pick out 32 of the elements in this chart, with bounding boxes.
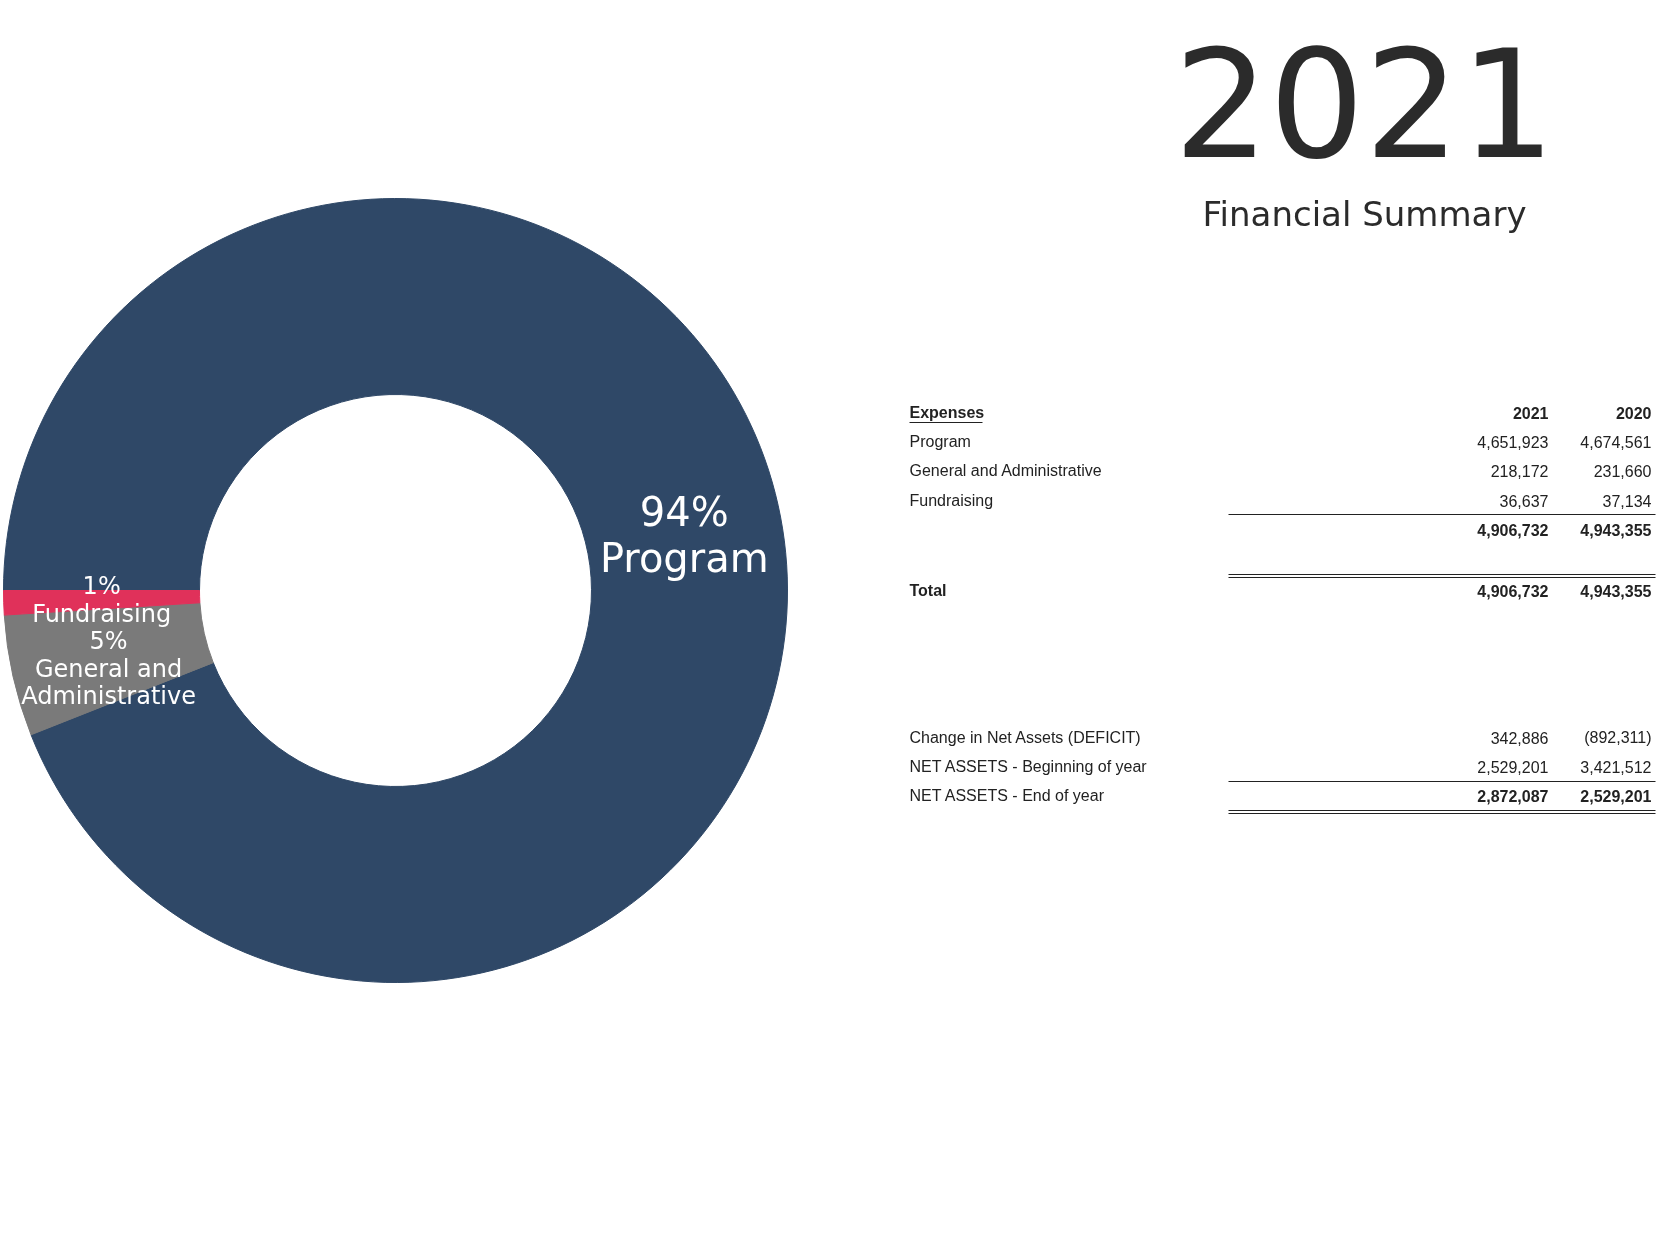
text: 2021 — [1173, 17, 1556, 192]
data-label: 94% — [639, 489, 729, 536]
text: 2,529,201 — [1580, 787, 1652, 805]
text: Fundraising — [909, 492, 994, 509]
text: Total — [909, 582, 947, 599]
slice-label: Fundraising — [32, 599, 172, 628]
text: NET ASSETS - End of year — [909, 787, 1105, 804]
text: 4,906,732 — [1477, 582, 1549, 600]
slice-label: Program — [599, 535, 769, 582]
text: 3,421,512 — [1580, 758, 1652, 776]
text: 4,906,732 — [1477, 521, 1549, 539]
text: 4,674,561 — [1580, 433, 1652, 451]
slice-label: Program — [909, 433, 971, 450]
text: 2,872,087 — [1477, 787, 1549, 805]
text: 4,943,355 — [1580, 582, 1652, 600]
text: 2021 — [1512, 404, 1549, 422]
data-label: 5% — [89, 627, 128, 656]
text: 231,660 — [1593, 462, 1652, 480]
text: 4,943,355 — [1580, 521, 1652, 539]
text: 342,886 — [1490, 729, 1549, 747]
text: General and Administrative — [909, 462, 1102, 479]
text: 36,637 — [1499, 492, 1549, 510]
text: 2,529,201 — [1477, 758, 1549, 776]
text: 218,172 — [1490, 462, 1549, 480]
text: 2020 — [1615, 404, 1652, 422]
text: 4,651,923 — [1477, 433, 1549, 451]
text: NET ASSETS - Beginning of year — [909, 758, 1148, 775]
text: Financial Summary — [1202, 193, 1527, 234]
text: Expenses — [909, 404, 985, 421]
text: (892,311) — [1584, 729, 1652, 746]
text: 37,134 — [1602, 492, 1652, 510]
text: Change in Net Assets (DEFICIT) — [909, 729, 1141, 746]
